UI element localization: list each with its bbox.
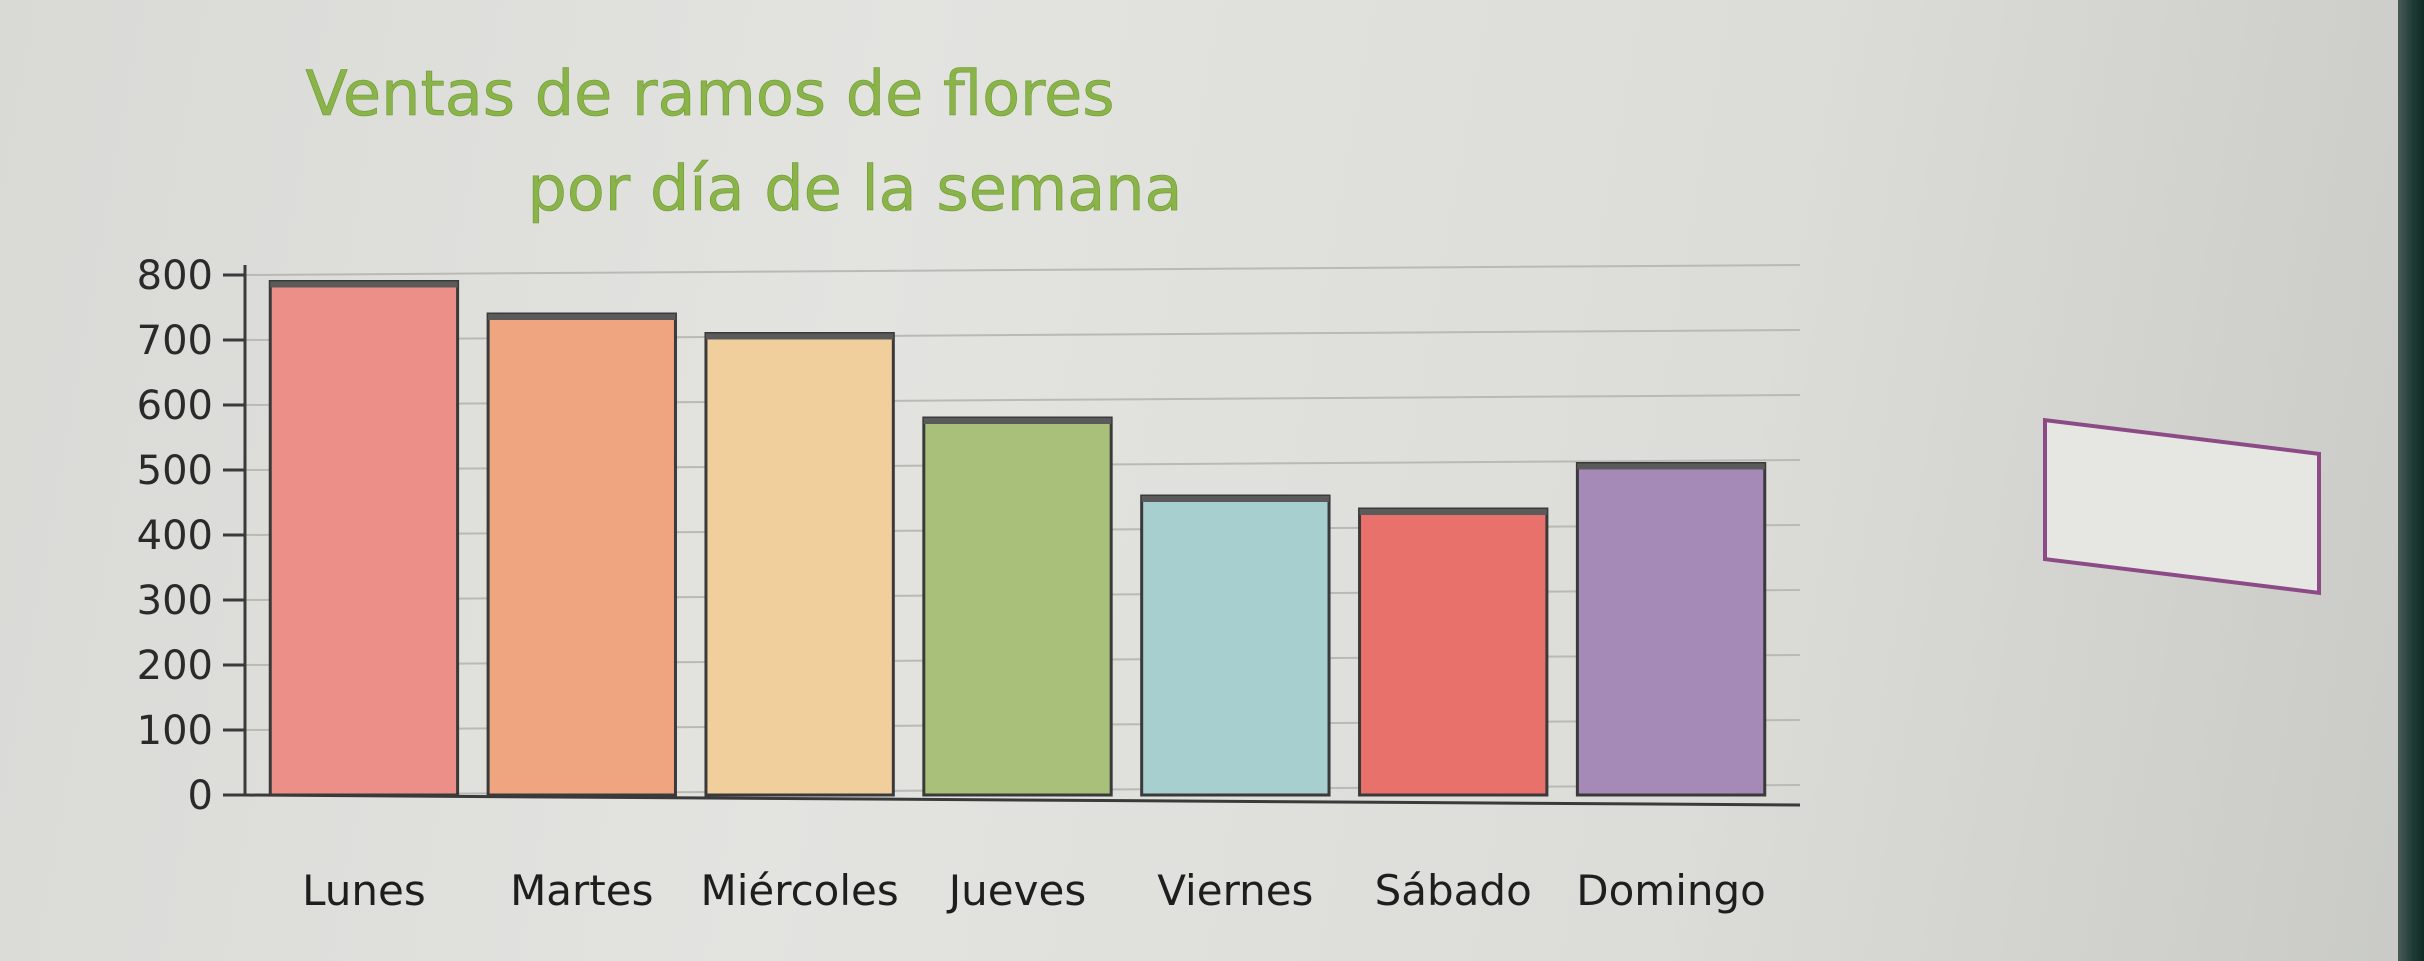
bar-jueves [922,416,1113,797]
bar-miércoles [704,332,895,797]
bar-domingo [1575,462,1767,797]
y-tick-label: 100 [137,708,213,754]
gridline [244,264,1801,276]
bars [268,280,1767,797]
y-tick-label: 200 [137,643,213,689]
bar-top-edge [923,418,1112,424]
bar-top-edge [705,333,894,340]
x-tick-label: Viernes [1157,866,1313,915]
x-tick-label: Domingo [1576,866,1766,915]
bar-sábado [1358,507,1549,797]
gridline [244,394,1801,406]
page-edge-shadow [2398,0,2424,961]
bar-top-edge [488,314,676,320]
x-tick-label: Sábado [1375,866,1532,915]
x-tick-label: Lunes [302,866,426,915]
axes [243,265,1801,807]
x-tick-label: Miércoles [701,866,899,915]
y-tick-label: 300 [137,578,213,624]
y-tick-label: 600 [137,383,213,429]
y-tick-labels: 0 100 200 300 400 500 600 700 800 [137,253,245,819]
y-tick-label: 700 [137,318,213,364]
y-tick-label: 800 [137,253,213,299]
bar-top-edge [270,281,458,288]
bar-viernes [1140,494,1331,797]
bar-top-edge [1359,509,1547,515]
bar-top-edge [1577,463,1765,470]
x-axis [244,793,1801,807]
bar-top-edge [1141,496,1330,502]
gridline [244,329,1801,341]
y-tick-label: 0 [188,773,213,819]
y-tick-label: 400 [137,513,213,559]
bar-martes [486,312,677,797]
chart-subtitle: por día de la semana [527,152,1182,225]
bar-lunes [268,280,460,797]
chart-title: Ventas de ramos de flores [305,57,1114,130]
x-tick-label: Jueves [946,866,1086,915]
x-tick-label: Martes [510,866,653,915]
y-tick-label: 500 [137,448,213,494]
x-category-labels: Lunes Martes Miércoles Jueves Viernes Sábado D… [302,866,1766,915]
